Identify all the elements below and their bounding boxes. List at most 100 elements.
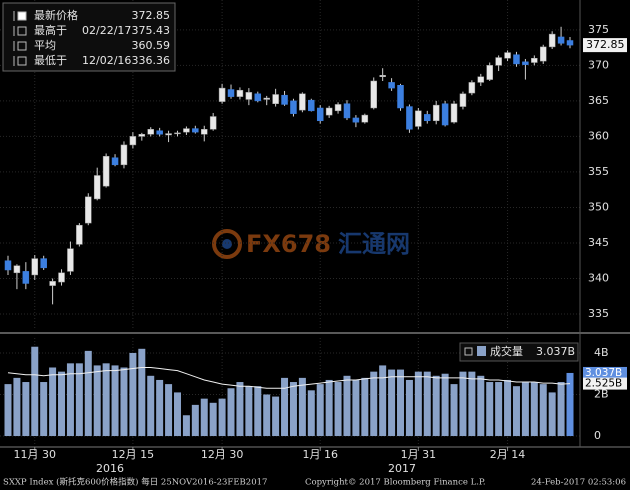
candle-body <box>459 93 467 107</box>
volume-bar <box>75 363 83 437</box>
watermark-name: 汇通网 <box>338 230 410 258</box>
legend-box <box>2 2 176 72</box>
candle-body <box>343 103 351 119</box>
candle-body <box>138 134 146 137</box>
y-tick-label: 360 <box>588 129 609 142</box>
y-tick-label: 350 <box>588 200 609 213</box>
candle-body <box>406 106 413 130</box>
legend-value: 372.85 <box>132 9 171 22</box>
candle-body <box>272 94 279 104</box>
x-tick-label: 11月 30 <box>14 448 57 461</box>
volume-bar <box>40 382 48 437</box>
watermark-logo <box>212 229 242 259</box>
candle-body <box>281 94 288 105</box>
volume-bar <box>218 398 226 437</box>
volume-bar <box>495 382 503 437</box>
volume-bar <box>281 377 289 437</box>
volume-bar <box>156 379 164 437</box>
candle-body <box>486 65 493 80</box>
volume-bar <box>361 377 369 437</box>
x-tick-label: 12月 30 <box>201 448 244 461</box>
volume-bar <box>58 371 66 437</box>
volume-bar <box>414 371 422 437</box>
average-badge <box>583 377 627 390</box>
volume-bar <box>263 394 271 437</box>
volume-bar <box>93 365 101 437</box>
y-tick-label: 370 <box>588 58 609 71</box>
legend-label: 最新价格 <box>34 8 78 22</box>
average-badge-label: 2.525B <box>585 378 622 390</box>
volume-bar <box>307 390 315 437</box>
y-tick-label: 375 <box>588 23 609 36</box>
volume-bar <box>432 375 440 437</box>
legend-swatch <box>17 56 27 66</box>
volume-bar <box>379 365 387 437</box>
footer-timestamp: 24-Feb-2017 02:53:06 <box>531 478 626 488</box>
legend-value: 375.43 <box>132 24 171 37</box>
x-tick-label: 12月 15 <box>112 448 155 461</box>
volume-bar <box>147 375 155 437</box>
y-tick-label: 365 <box>588 94 609 107</box>
volume-bar <box>468 371 476 437</box>
legend-swatch <box>17 26 27 36</box>
volume-bar <box>557 382 565 437</box>
candle-body <box>183 128 190 133</box>
volume-bar <box>66 363 74 437</box>
candle-body <box>415 110 422 127</box>
volume-bar <box>49 367 57 437</box>
y-tick-label: 2B <box>594 387 609 400</box>
candle-body <box>120 144 128 166</box>
legend-date: 12/02/16 <box>82 54 131 67</box>
candle-body <box>522 61 529 65</box>
candle-body <box>450 103 458 123</box>
candle-body <box>147 129 154 135</box>
candle-body <box>468 82 476 94</box>
candle-body <box>263 97 270 100</box>
candle-body <box>504 52 511 59</box>
volume-bar <box>289 382 297 437</box>
volume-bar <box>298 377 306 437</box>
candle-body <box>236 89 244 97</box>
volume-bar <box>441 373 449 437</box>
price-badge <box>583 38 627 53</box>
volume-bar <box>31 346 39 437</box>
volume-bar <box>423 371 431 437</box>
candle-body <box>49 281 56 286</box>
candle-body <box>308 99 315 112</box>
volume-bar <box>504 379 512 437</box>
volume-bar <box>200 398 208 437</box>
y-tick-label: 340 <box>588 271 609 284</box>
volume-bar <box>486 382 494 437</box>
volume-bar <box>548 392 556 437</box>
volume-bar <box>316 384 324 437</box>
y-tick-label: 335 <box>588 307 609 320</box>
legend-swatch <box>17 41 27 51</box>
candle-body <box>227 89 235 97</box>
legend-marker <box>464 347 473 356</box>
legend-value: 3.037B <box>536 345 575 358</box>
volume-bar <box>129 352 137 437</box>
volume-bar <box>22 382 30 437</box>
volume-bar <box>539 384 547 437</box>
candle-body <box>111 157 119 166</box>
legend-label: 平均 <box>34 39 56 52</box>
volume-bar <box>191 404 199 437</box>
volume-badge <box>583 366 627 379</box>
candle-body <box>334 104 342 112</box>
candle-body <box>67 248 74 272</box>
legend-label: 成交量 <box>490 344 523 358</box>
volume-bar <box>111 365 119 437</box>
volume-bar <box>530 382 538 437</box>
volume-bar <box>254 386 262 437</box>
candle-body <box>201 129 208 135</box>
volume-bar <box>272 396 280 437</box>
volume-bar <box>566 372 574 437</box>
volume-bar <box>388 369 396 437</box>
candle-body <box>209 116 217 130</box>
y-tick-label: 0 <box>594 429 601 442</box>
candle-body <box>299 93 306 111</box>
y-tick-label: 4B <box>594 346 609 359</box>
candle-body <box>548 33 556 48</box>
footer-copyright: Copyright© 2017 Bloomberg Finance L.P. <box>305 478 486 488</box>
candle-body <box>174 132 181 135</box>
